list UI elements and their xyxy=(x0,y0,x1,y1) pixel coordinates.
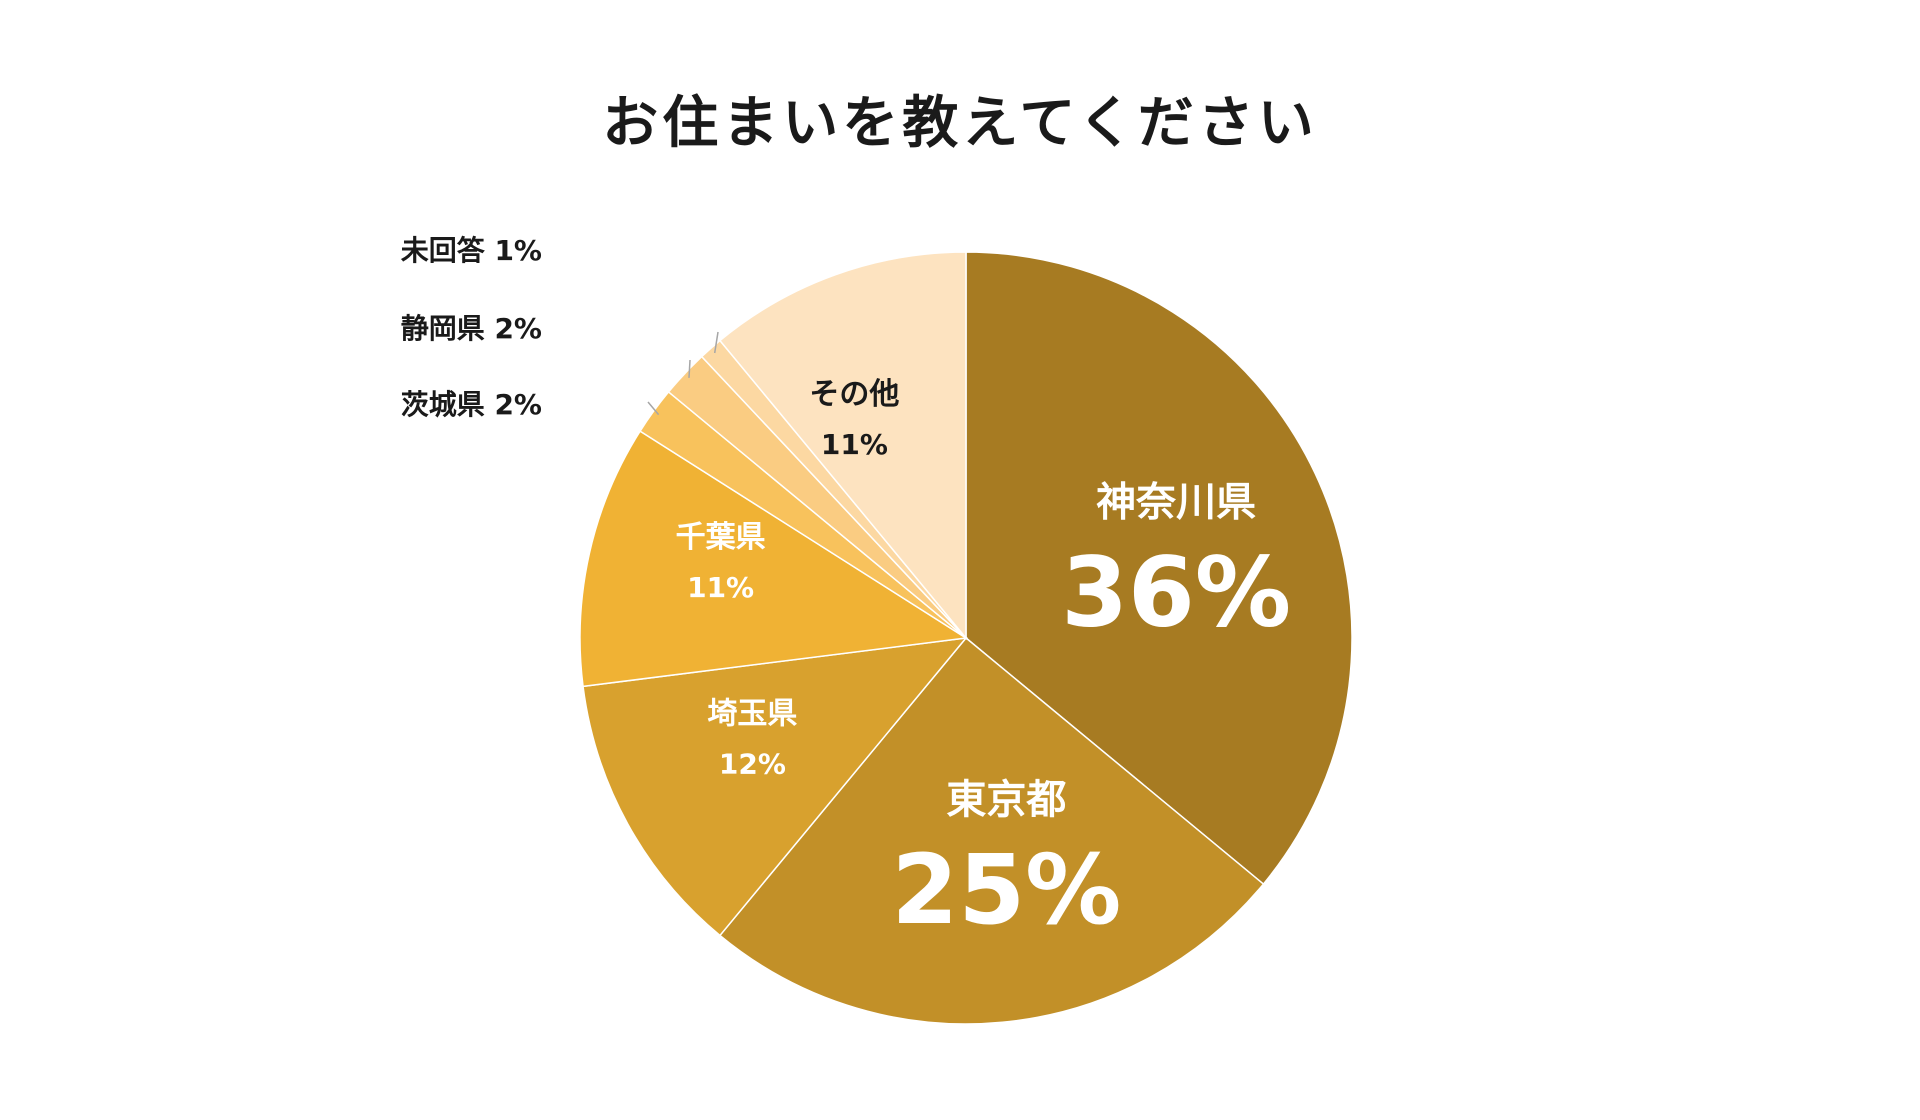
pie-slice-slice-1 xyxy=(718,636,1265,1025)
slice-name-label-slice-7: その他 xyxy=(809,377,899,412)
chart-title: お住まいを教えてください xyxy=(602,91,1318,156)
leader-line-slice-6 xyxy=(713,331,719,354)
pie-slice-slice-3 xyxy=(579,430,969,688)
leader-line-slice-4 xyxy=(647,401,660,416)
slice-labels: 神奈川県 36% 東京都 25% 埼玉県 12% 千葉県 11% 茨城県 2% 静岡県 2% 未回答… xyxy=(401,234,1291,946)
pie-slice-slice-0 xyxy=(965,251,1353,886)
slice-name-label-slice-3: 千葉県 xyxy=(676,520,766,555)
pie-slice-slice-2 xyxy=(582,637,968,937)
outside-label-slice-5: 静岡県 2% xyxy=(401,312,542,345)
pie-slice-slice-7 xyxy=(718,251,967,641)
outside-label-slice-6: 未回答 1% xyxy=(401,234,542,267)
leader-line-slice-5 xyxy=(688,359,691,378)
slice-value-label-slice-7: 11% xyxy=(821,428,888,461)
slice-value-label-slice-0: 36% xyxy=(1061,537,1291,649)
slice-name-label-slice-2: 埼玉県 xyxy=(707,696,797,731)
leader-lines xyxy=(647,331,719,416)
pie-slices xyxy=(579,251,1353,1025)
outside-label-slice-4: 茨城県 2% xyxy=(401,388,542,421)
slice-name-label-slice-1: 東京都 xyxy=(946,777,1066,823)
slice-value-label-slice-1: 25% xyxy=(892,834,1122,946)
slice-value-label-slice-2: 12% xyxy=(719,747,786,780)
slice-value-label-slice-3: 11% xyxy=(687,571,754,604)
slice-name-label-slice-0: 神奈川県 xyxy=(1096,480,1256,526)
